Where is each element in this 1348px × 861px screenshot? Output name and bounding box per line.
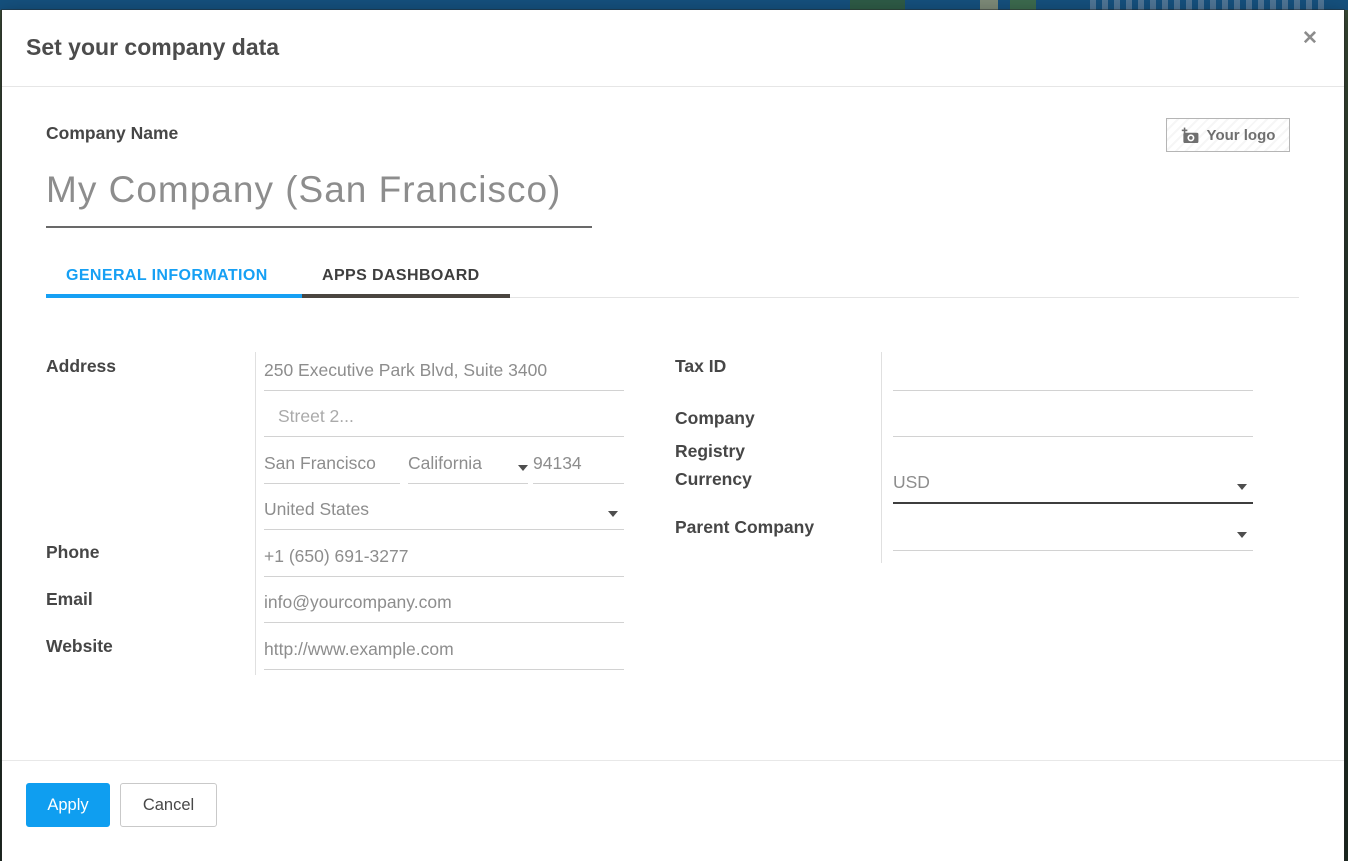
- upload-logo-button[interactable]: Your logo: [1166, 118, 1290, 152]
- company-info-fields-group: USD: [893, 352, 1253, 551]
- company-registry-input[interactable]: [893, 406, 1253, 436]
- left-column-separator: [255, 352, 256, 675]
- caret-down-icon: [1237, 484, 1247, 490]
- right-column-separator: [881, 352, 882, 563]
- phone-label: Phone: [46, 542, 100, 562]
- navbar-backdrop-blob: [1010, 0, 1036, 10]
- dialog-header: Set your company data ✕: [2, 10, 1344, 87]
- email-label: Email: [46, 589, 93, 609]
- country-select-value: United States: [264, 499, 370, 519]
- dialog-title: Set your company data: [26, 34, 280, 60]
- address-label: Address: [46, 356, 117, 376]
- caret-down-icon: [1237, 532, 1247, 538]
- phone-row: [264, 530, 624, 577]
- cancel-button[interactable]: Cancel: [120, 783, 217, 827]
- tax-id-input[interactable]: [893, 360, 1253, 390]
- zip-input[interactable]: [533, 453, 624, 483]
- company-settings-dialog: Set your company data ✕ Company Name You…: [2, 10, 1344, 861]
- navbar-backdrop-blob: [1090, 0, 1330, 10]
- city-input[interactable]: [264, 453, 400, 483]
- website-input[interactable]: [264, 639, 624, 669]
- company-registry-label: Company Registry: [675, 408, 755, 461]
- phone-input[interactable]: [264, 546, 624, 576]
- city-state-zip-row: California: [264, 437, 624, 484]
- currency-select[interactable]: USD: [893, 472, 1253, 502]
- tab-row-divider: [510, 297, 1299, 298]
- footer-divider: [2, 760, 1344, 761]
- parent-company-select[interactable]: [893, 532, 1253, 550]
- company-registry-row: [893, 391, 1253, 437]
- street2-row: [264, 391, 624, 437]
- address-fields-group: California United States: [264, 352, 624, 670]
- navbar-backdrop-blob: [980, 0, 998, 10]
- country-select[interactable]: United States: [264, 499, 624, 529]
- street-row: [264, 352, 624, 391]
- inactive-tab-underline: [302, 294, 510, 298]
- active-tab-underline: [46, 294, 302, 298]
- close-icon[interactable]: ✕: [1298, 27, 1322, 51]
- backdrop-navbar: [0, 0, 1348, 10]
- tab-general-information[interactable]: GENERAL INFORMATION: [66, 267, 268, 284]
- website-row: [264, 623, 624, 670]
- email-input[interactable]: [264, 592, 624, 622]
- tax-id-row: [893, 352, 1253, 391]
- state-select[interactable]: California: [408, 453, 528, 483]
- navbar-backdrop-blob: [850, 0, 905, 10]
- caret-down-icon: [518, 465, 528, 471]
- parent-company-label: Parent Company: [675, 517, 815, 537]
- camera-plus-icon: [1181, 127, 1198, 143]
- currency-select-value: USD: [893, 472, 930, 492]
- state-select-value: California: [408, 453, 482, 473]
- parent-company-row: [893, 504, 1253, 551]
- company-name-label: Company Name: [46, 123, 179, 143]
- caret-down-icon: [608, 511, 618, 517]
- company-name-input[interactable]: [46, 160, 592, 228]
- apply-button[interactable]: Apply: [26, 783, 110, 827]
- upload-logo-label: Your logo: [1206, 126, 1276, 144]
- currency-row: USD: [893, 437, 1253, 504]
- tax-id-label: Tax ID: [675, 356, 727, 376]
- country-row: United States: [264, 484, 624, 530]
- street-input[interactable]: [264, 360, 624, 390]
- website-label: Website: [46, 636, 113, 656]
- currency-label: Currency: [675, 469, 752, 489]
- street2-input[interactable]: [264, 406, 624, 436]
- email-row: [264, 577, 624, 623]
- tab-apps-dashboard[interactable]: APPS DASHBOARD: [322, 267, 480, 284]
